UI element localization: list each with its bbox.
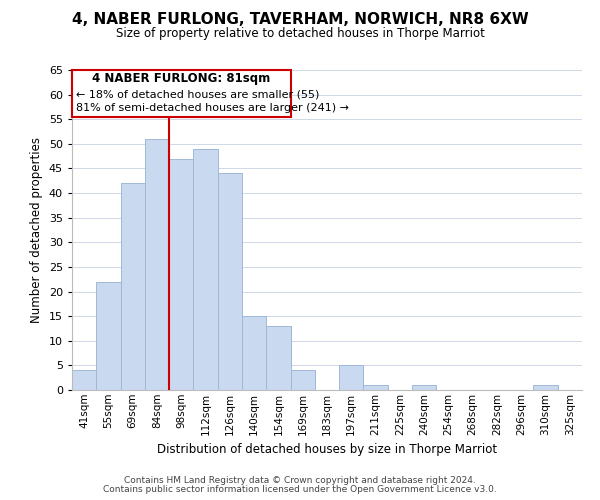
Text: 4, NABER FURLONG, TAVERHAM, NORWICH, NR8 6XW: 4, NABER FURLONG, TAVERHAM, NORWICH, NR8… bbox=[71, 12, 529, 28]
Y-axis label: Number of detached properties: Number of detached properties bbox=[30, 137, 43, 323]
Text: Contains public sector information licensed under the Open Government Licence v3: Contains public sector information licen… bbox=[103, 485, 497, 494]
Bar bbox=[339, 366, 364, 390]
Text: 4 NABER FURLONG: 81sqm: 4 NABER FURLONG: 81sqm bbox=[92, 72, 271, 86]
Text: Contains HM Land Registry data © Crown copyright and database right 2024.: Contains HM Land Registry data © Crown c… bbox=[124, 476, 476, 485]
Bar bbox=[121, 183, 145, 390]
Bar bbox=[96, 282, 121, 390]
Bar bbox=[412, 385, 436, 390]
Text: 81% of semi-detached houses are larger (241) →: 81% of semi-detached houses are larger (… bbox=[76, 103, 349, 113]
Bar bbox=[145, 139, 169, 390]
Bar bbox=[533, 385, 558, 390]
Bar bbox=[169, 158, 193, 390]
Text: Size of property relative to detached houses in Thorpe Marriot: Size of property relative to detached ho… bbox=[116, 28, 484, 40]
Bar bbox=[242, 316, 266, 390]
X-axis label: Distribution of detached houses by size in Thorpe Marriot: Distribution of detached houses by size … bbox=[157, 443, 497, 456]
Bar bbox=[72, 370, 96, 390]
Bar bbox=[266, 326, 290, 390]
FancyBboxPatch shape bbox=[72, 70, 290, 117]
Bar bbox=[218, 174, 242, 390]
Text: ← 18% of detached houses are smaller (55): ← 18% of detached houses are smaller (55… bbox=[76, 90, 319, 100]
Bar bbox=[193, 149, 218, 390]
Bar bbox=[290, 370, 315, 390]
Bar bbox=[364, 385, 388, 390]
